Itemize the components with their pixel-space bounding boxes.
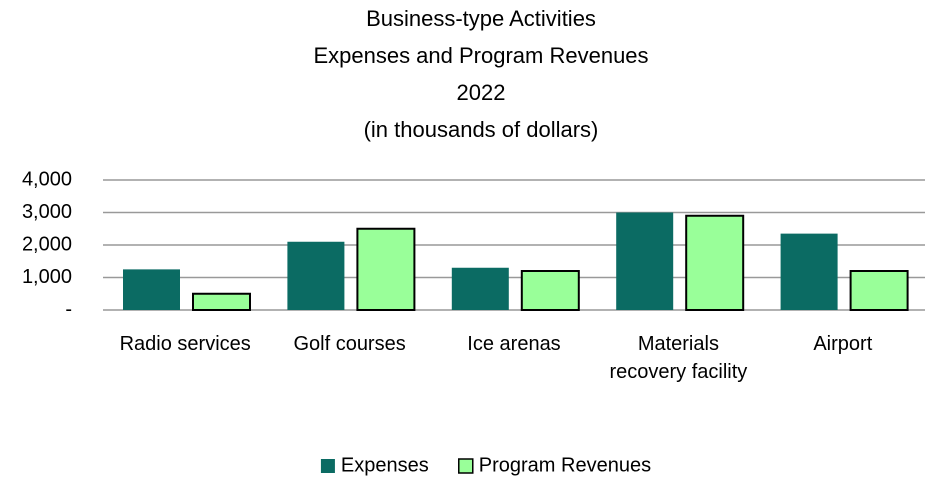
y-tick-label: 4,000 (22, 168, 72, 190)
x-tick-label: Ice arenas (467, 333, 561, 355)
bar (123, 269, 180, 310)
x-tick-label: Materials recovery facility (609, 333, 748, 383)
bar (356, 227, 416, 311)
chart-title: Expenses and Program Revenues (313, 43, 648, 68)
x-tick-label: Airport (813, 333, 873, 355)
bar (616, 212, 674, 310)
chart-title: 2022 (457, 80, 506, 105)
bar (192, 292, 251, 311)
bar (287, 241, 345, 310)
legend-label: Program Revenues (479, 454, 651, 476)
bar (780, 233, 838, 310)
y-tick-label: - (65, 298, 72, 320)
bar (685, 214, 745, 311)
y-tick-label: 1,000 (22, 266, 72, 288)
legend-swatch (458, 458, 474, 474)
chart-title: Business-type Activities (366, 6, 596, 31)
x-tick-label: Radio services (119, 333, 251, 355)
chart-title: (in thousands of dollars) (364, 117, 599, 142)
legend-label: Expenses (341, 454, 429, 476)
bar (451, 267, 509, 310)
bar (849, 270, 909, 311)
y-tick-label: 3,000 (22, 201, 72, 223)
legend: Expenses Program Revenues (320, 454, 651, 476)
y-tick-label: 2,000 (22, 233, 72, 255)
x-tick-label: Golf courses (293, 333, 406, 355)
legend-swatch (320, 459, 335, 473)
bar (520, 270, 580, 311)
